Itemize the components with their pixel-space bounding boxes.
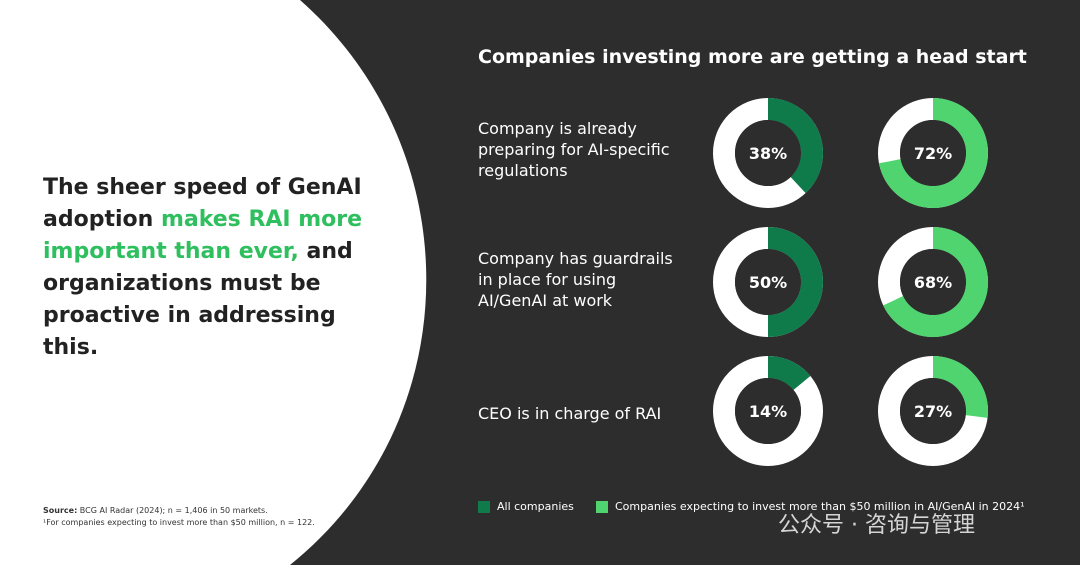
donut-segment <box>767 227 823 337</box>
watermark: 公众号 · 咨询与管理 <box>778 513 975 538</box>
footnote: ¹For companies expecting to invest more … <box>43 518 315 527</box>
donut-hole <box>900 249 966 315</box>
donut-segment <box>878 98 988 208</box>
source-label: Source: <box>43 506 78 515</box>
legend-item: All companies <box>478 500 574 513</box>
source: Source: BCG AI Radar (2024); n = 1,406 i… <box>43 506 268 515</box>
donut-segment <box>767 356 811 391</box>
category-label: Company has guardrails in place for usin… <box>478 249 673 310</box>
source-text: BCG AI Radar (2024); n = 1,406 in 50 mar… <box>77 506 268 515</box>
donut-hole <box>735 378 801 444</box>
donut-segment <box>883 227 988 337</box>
category-label: Company is already preparing for AI-spec… <box>478 119 670 180</box>
headline-part: The sheer speed of GenAI adoption <box>43 175 362 232</box>
value-label: 38% <box>749 144 787 163</box>
value-label: 14% <box>749 402 787 421</box>
legend-label: All companies <box>497 500 574 513</box>
donut-hole <box>900 378 966 444</box>
donut-segment <box>932 356 988 418</box>
chart-title: Companies investing more are getting a h… <box>478 46 1027 68</box>
value-label: 72% <box>914 144 952 163</box>
legend-label: Companies expecting to invest more than … <box>615 500 1025 513</box>
headline-part: makes RAI more important than ever, <box>43 207 363 264</box>
donut-hole <box>735 249 801 315</box>
headline-part: and organizations must be proactive in a… <box>43 239 353 360</box>
donut-hole <box>900 120 966 186</box>
donut-segment <box>767 98 823 194</box>
legend-item: Companies expecting to invest more than … <box>596 500 1025 513</box>
headline: The sheer speed of GenAI adoption makes … <box>43 172 363 364</box>
value-label: 27% <box>914 402 952 421</box>
legend-swatch <box>596 500 608 513</box>
donut-hole <box>735 120 801 186</box>
value-label: 50% <box>749 273 787 292</box>
category-label: CEO is in charge of RAI <box>478 404 662 423</box>
legend-swatch <box>478 500 490 513</box>
value-label: 68% <box>914 273 952 292</box>
white-panel <box>0 0 427 565</box>
